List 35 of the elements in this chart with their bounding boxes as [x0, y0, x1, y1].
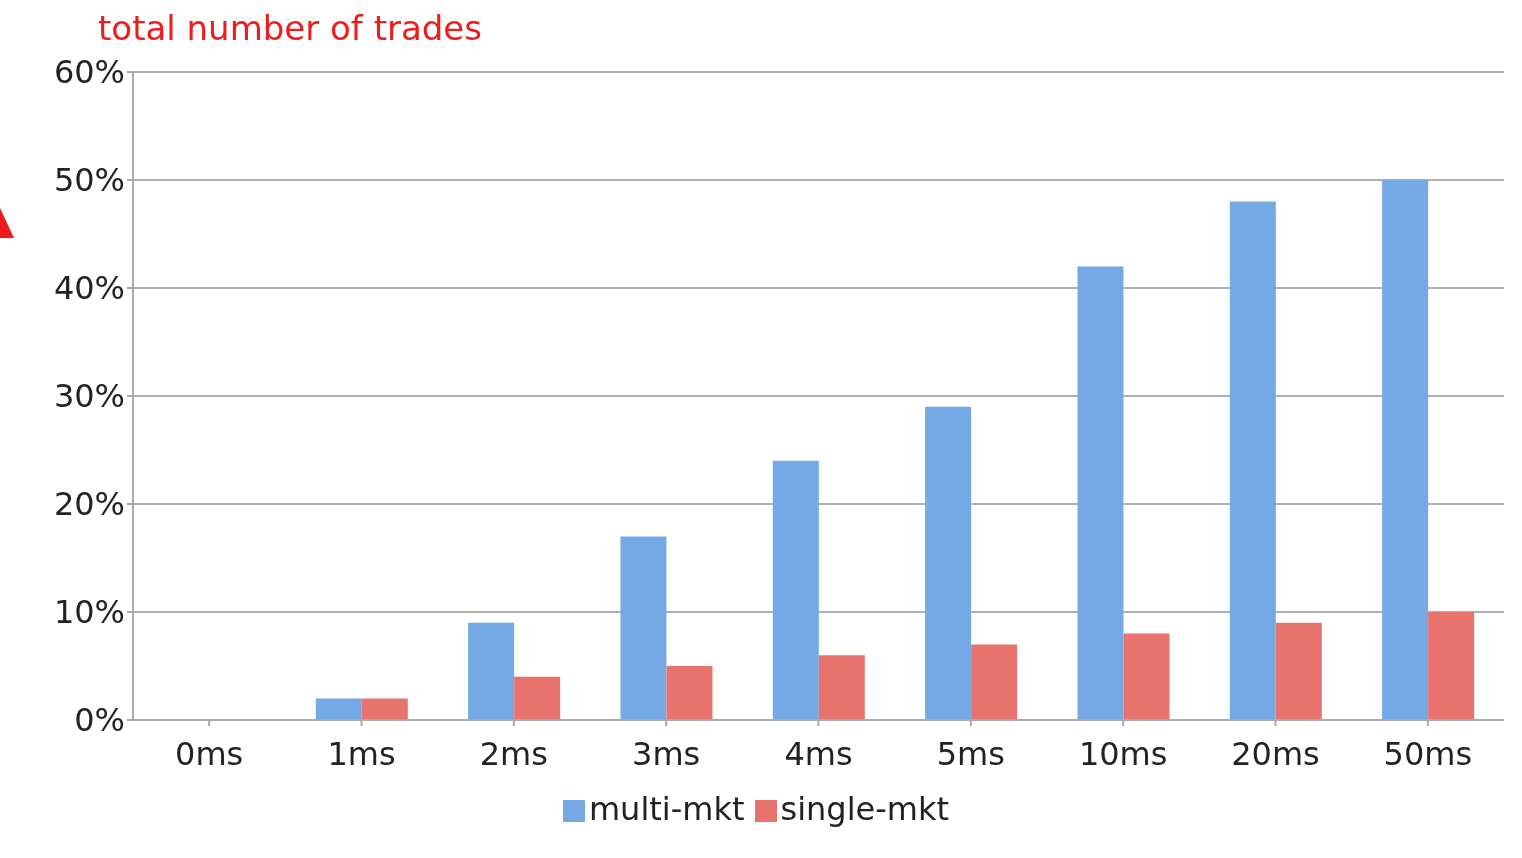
legend-label: single-mkt [780, 790, 950, 828]
x-tick-label: 4ms [784, 734, 853, 773]
bar [1428, 612, 1475, 720]
x-tick-label: 0ms [175, 734, 244, 773]
x-tick-label: 10ms [1078, 734, 1168, 773]
y-tick-label: 30% [53, 377, 125, 416]
y-tick-label: 50% [53, 161, 125, 200]
chart-title: total number of trades [98, 8, 482, 48]
x-tick-label: 20ms [1231, 734, 1320, 773]
y-tick-label: 40% [53, 269, 125, 308]
y-tick-label: 10% [53, 593, 125, 632]
y-tick-label: 20% [53, 485, 125, 524]
bar [361, 698, 408, 720]
y-tick-label: 0% [74, 701, 125, 740]
y-tick-label: 60% [53, 53, 125, 92]
x-tick-label: 2ms [479, 734, 548, 773]
bar [315, 698, 362, 720]
bar [666, 666, 713, 720]
legend-label: multi-mkt [588, 790, 745, 828]
bar [1275, 622, 1322, 720]
bar [1229, 201, 1276, 720]
bar [620, 536, 667, 720]
bar [514, 676, 561, 720]
bar [818, 655, 865, 720]
bar [772, 460, 819, 720]
bar [1382, 180, 1429, 720]
x-tick-label: 5ms [936, 734, 1005, 773]
x-tick-label: 1ms [327, 734, 396, 773]
bar [971, 644, 1018, 720]
bar [1123, 633, 1170, 720]
x-tick-label: 3ms [632, 734, 701, 773]
bar [1077, 266, 1124, 720]
x-tick-label: 50ms [1383, 734, 1473, 773]
bar [468, 622, 515, 720]
bar [925, 406, 972, 720]
